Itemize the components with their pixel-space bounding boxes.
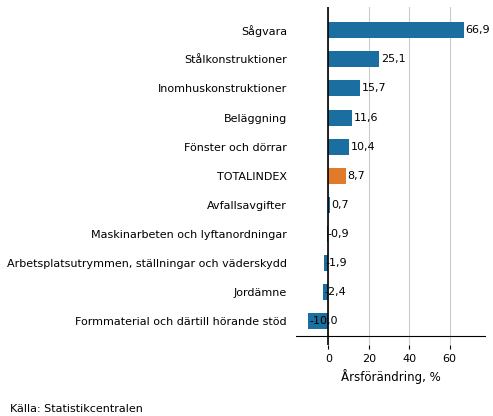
Bar xyxy=(328,22,463,38)
Text: 8,7: 8,7 xyxy=(348,171,365,181)
Bar xyxy=(323,284,328,300)
Bar xyxy=(308,313,328,329)
Text: 15,7: 15,7 xyxy=(362,84,387,94)
Bar xyxy=(326,226,328,242)
Bar xyxy=(328,197,330,213)
Bar xyxy=(328,139,350,155)
Bar xyxy=(328,52,379,67)
Text: Källa: Statistikcentralen: Källa: Statistikcentralen xyxy=(10,404,143,414)
Bar xyxy=(328,80,360,97)
Text: 10,4: 10,4 xyxy=(351,142,376,152)
Text: -1,9: -1,9 xyxy=(325,258,347,268)
Text: -0,9: -0,9 xyxy=(327,229,349,239)
Text: -10,0: -10,0 xyxy=(309,316,338,326)
Text: -2,4: -2,4 xyxy=(324,287,346,297)
Bar xyxy=(328,109,352,126)
Text: 0,7: 0,7 xyxy=(331,200,349,210)
Text: 25,1: 25,1 xyxy=(381,54,405,64)
Text: 66,9: 66,9 xyxy=(465,25,490,35)
Bar xyxy=(328,168,346,184)
X-axis label: Årsförändring, %: Årsförändring, % xyxy=(341,369,441,384)
Text: 11,6: 11,6 xyxy=(353,113,378,123)
Bar xyxy=(324,255,328,271)
